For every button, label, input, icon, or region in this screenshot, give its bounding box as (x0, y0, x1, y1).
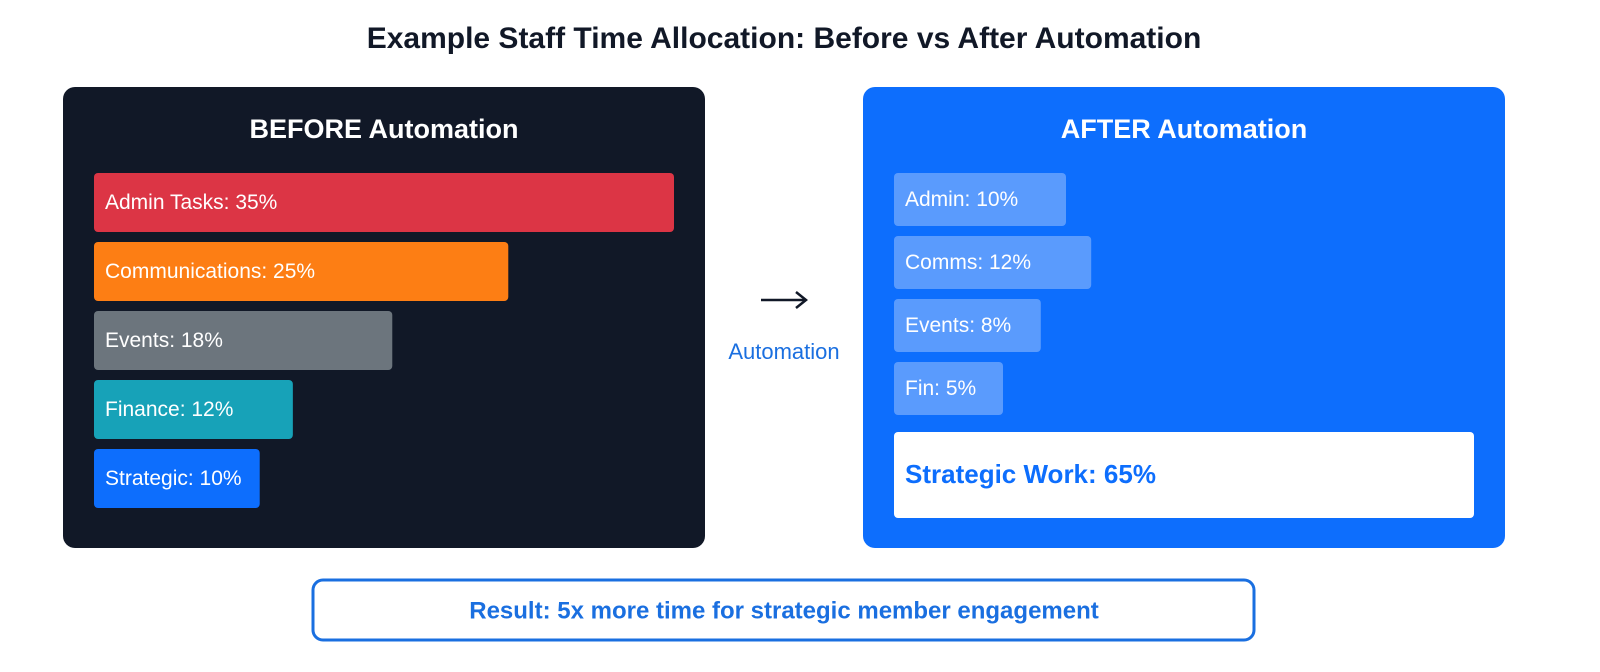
bar-label: Admin Tasks: 35% (105, 191, 277, 214)
bar (894, 362, 1003, 415)
bar (894, 236, 1092, 289)
panel-title: BEFORE Automation (250, 114, 519, 144)
bar-label: Communications: 25% (105, 260, 315, 283)
bar (94, 311, 393, 370)
bar (94, 380, 293, 439)
panel-title: AFTER Automation (1061, 114, 1307, 144)
bar-label: Finance: 12% (105, 398, 233, 421)
bar-label: Events: 8% (905, 314, 1011, 337)
bar (94, 242, 509, 301)
arrow-head (795, 291, 809, 309)
connector-label: Automation (728, 339, 839, 364)
bar-label: Admin: 10% (905, 188, 1018, 211)
bar (894, 173, 1066, 226)
bar (94, 449, 260, 508)
bar (94, 173, 674, 232)
result-box (311, 578, 1256, 642)
bar-label: Strategic: 10% (105, 467, 242, 490)
result-text: Result: 5x more time for strategic membe… (469, 597, 1099, 624)
bar-label: Comms: 12% (905, 251, 1031, 274)
bar-label: Fin: 5% (905, 377, 976, 400)
bar-label: Events: 18% (105, 329, 223, 352)
page-title: Example Staff Time Allocation: Before vs… (367, 22, 1202, 55)
bar (894, 432, 1474, 518)
bar (894, 299, 1041, 352)
bar-label: Strategic Work: 65% (905, 459, 1156, 489)
